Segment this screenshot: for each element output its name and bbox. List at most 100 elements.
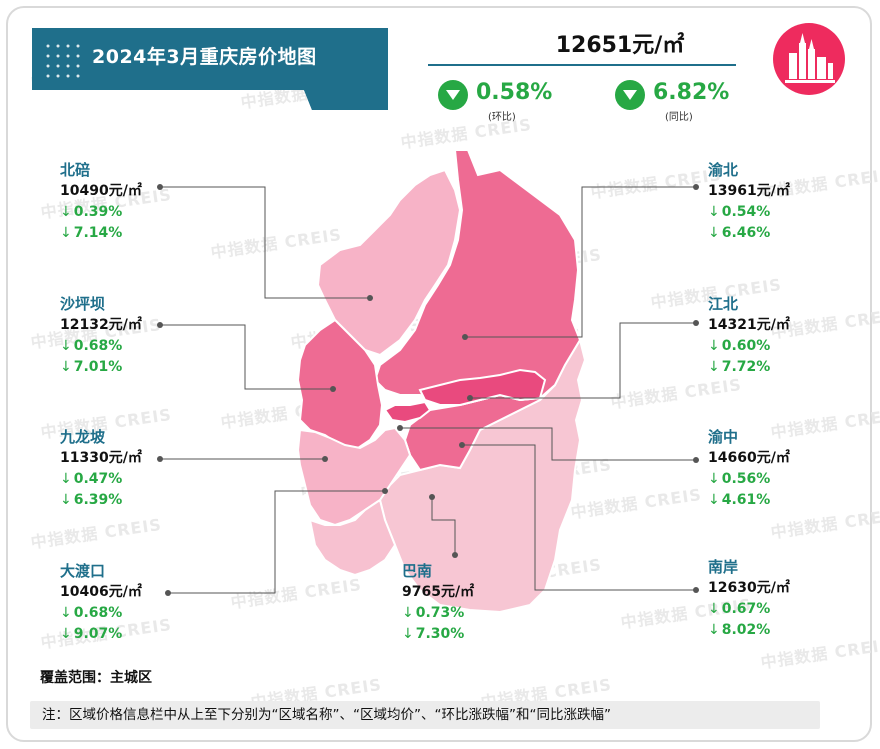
- district-mom: 0.47%: [73, 471, 123, 487]
- district-name: 北碚: [60, 161, 91, 179]
- district-price: 14660元/㎡: [708, 450, 790, 466]
- leader-dot: [367, 295, 373, 301]
- district-price: 14321元/㎡: [708, 317, 790, 333]
- down-arrow-icon: ↓: [60, 492, 72, 508]
- district-yoy: 8.02%: [721, 622, 771, 638]
- leader-dot: [382, 488, 388, 494]
- leader-dot: [693, 457, 699, 463]
- leader-dot: [462, 334, 468, 340]
- yoy-value: 6.82%: [653, 80, 730, 105]
- leader-dot: [693, 587, 699, 593]
- leader-dot: [322, 456, 328, 462]
- mom-value: 0.58%: [476, 80, 553, 105]
- district-name: 渝北: [708, 161, 739, 179]
- down-arrow-icon: ↓: [60, 225, 72, 241]
- district-yoy: 7.72%: [721, 359, 771, 375]
- down-arrow-icon: ↓: [708, 225, 720, 241]
- map-region-yuzhong: [383, 400, 432, 424]
- down-arrow-icon: ↓: [402, 605, 414, 621]
- map-region-shapingba: [296, 318, 384, 452]
- down-arrow-icon: ↓: [708, 622, 720, 638]
- dot-grid-icon: [46, 44, 80, 78]
- down-arrow-icon: ↓: [708, 492, 720, 508]
- district-info-banan: 巴南 9765元/㎡ ↓ 0.73% ↓ 7.30%: [402, 561, 474, 645]
- leader-line-beibei: [160, 186, 370, 299]
- page-title: 2024年3月重庆房价地图: [92, 46, 317, 68]
- coverage-label: 覆盖范围：主城区: [40, 670, 152, 686]
- yoy-label: (同比): [665, 112, 693, 123]
- district-price: 13961元/㎡: [708, 183, 790, 199]
- down-arrow-icon: ↓: [60, 204, 72, 220]
- district-yoy: 7.14%: [73, 225, 123, 241]
- banner-shape: [32, 28, 388, 110]
- district-info-jiangbei: 江北 14321元/㎡ ↓ 0.60% ↓ 7.72%: [708, 294, 790, 378]
- down-arrow-icon: ↓: [60, 605, 72, 621]
- district-price: 10490元/㎡: [60, 183, 142, 199]
- title-banner: [32, 28, 388, 110]
- leader-dot: [397, 425, 403, 431]
- footnote: 注：区域价格信息栏中从上至下分别为“区域名称”、“区域均价”、“环比涨跌幅”和“…: [30, 701, 820, 729]
- district-info-beibei: 北碚 10490元/㎡ ↓ 0.39% ↓ 7.14%: [60, 160, 142, 244]
- district-yoy: 7.01%: [73, 359, 123, 375]
- down-arrow-icon: ↓: [60, 359, 72, 375]
- district-name: 沙坪坝: [60, 295, 106, 313]
- district-info-yubei: 渝北 13961元/㎡ ↓ 0.54% ↓ 6.46%: [708, 160, 790, 244]
- down-arrow-icon: ↓: [402, 626, 414, 642]
- average-price: 12651元/㎡: [555, 33, 685, 58]
- leader-line-dadukou: [168, 490, 385, 594]
- district-info-yuzhong: 渝中 14660元/㎡ ↓ 0.56% ↓ 4.61%: [708, 427, 790, 511]
- leader-dot: [459, 442, 465, 448]
- down-arrow-icon: ↓: [708, 471, 720, 487]
- map-region-jiangbei: [418, 368, 547, 406]
- down-arrow-icon: ↓: [708, 359, 720, 375]
- leader-dot: [157, 322, 163, 328]
- leader-dot: [330, 386, 336, 392]
- down-arrow-icon: ↓: [708, 601, 720, 617]
- district-info-dadukou: 大渡口 10406元/㎡ ↓ 0.68% ↓ 9.07%: [60, 561, 142, 645]
- district-mom: 0.60%: [721, 338, 771, 354]
- district-mom: 0.56%: [721, 471, 771, 487]
- district-price: 12132元/㎡: [60, 317, 142, 333]
- down-arrow-icon: ↓: [708, 338, 720, 354]
- district-mom: 0.68%: [73, 338, 123, 354]
- down-triangle-icon: [438, 80, 468, 110]
- district-mom: 0.73%: [415, 605, 465, 621]
- leader-dot: [693, 184, 699, 190]
- district-mom: 0.67%: [721, 601, 771, 617]
- district-price: 11330元/㎡: [60, 450, 142, 466]
- map-region-jiulongpo: [296, 426, 412, 527]
- district-price: 12630元/㎡: [708, 580, 790, 596]
- leader-dot: [157, 456, 163, 462]
- down-arrow-icon: ↓: [708, 204, 720, 220]
- down-arrow-icon: ↓: [60, 471, 72, 487]
- district-yoy: 6.46%: [721, 225, 771, 241]
- district-price: 10406元/㎡: [60, 584, 142, 600]
- header-divider: [428, 64, 736, 66]
- mom-label: (环比): [488, 112, 516, 123]
- skyline-logo-icon: [773, 23, 845, 95]
- leader-line-yubei: [465, 186, 696, 338]
- leader-line-nanan: [462, 444, 696, 591]
- leader-line-banan: [431, 497, 456, 555]
- leader-dot: [452, 552, 458, 558]
- map-region-dadukou: [308, 498, 397, 577]
- district-info-shapingba: 沙坪坝 12132元/㎡ ↓ 0.68% ↓ 7.01%: [60, 294, 142, 378]
- leader-line-yuzhong: [400, 427, 696, 461]
- leader-line-jiangbei: [470, 322, 696, 399]
- district-mom: 0.68%: [73, 605, 123, 621]
- leader-line-shapingba: [160, 324, 333, 390]
- down-triangle-icon: [615, 80, 645, 110]
- district-name: 南岸: [708, 558, 739, 576]
- district-info-jiulongpo: 九龙坡 11330元/㎡ ↓ 0.47% ↓ 6.39%: [60, 427, 142, 511]
- leader-dot: [157, 184, 163, 190]
- down-arrow-icon: ↓: [60, 338, 72, 354]
- district-mom: 0.54%: [721, 204, 771, 220]
- district-info-nanan: 南岸 12630元/㎡ ↓ 0.67% ↓ 8.02%: [708, 557, 790, 641]
- district-name: 渝中: [708, 428, 739, 446]
- leader-dot: [165, 590, 171, 596]
- district-yoy: 7.30%: [415, 626, 465, 642]
- district-yoy: 6.39%: [73, 492, 123, 508]
- district-name: 大渡口: [60, 562, 106, 580]
- district-name: 江北: [708, 295, 739, 313]
